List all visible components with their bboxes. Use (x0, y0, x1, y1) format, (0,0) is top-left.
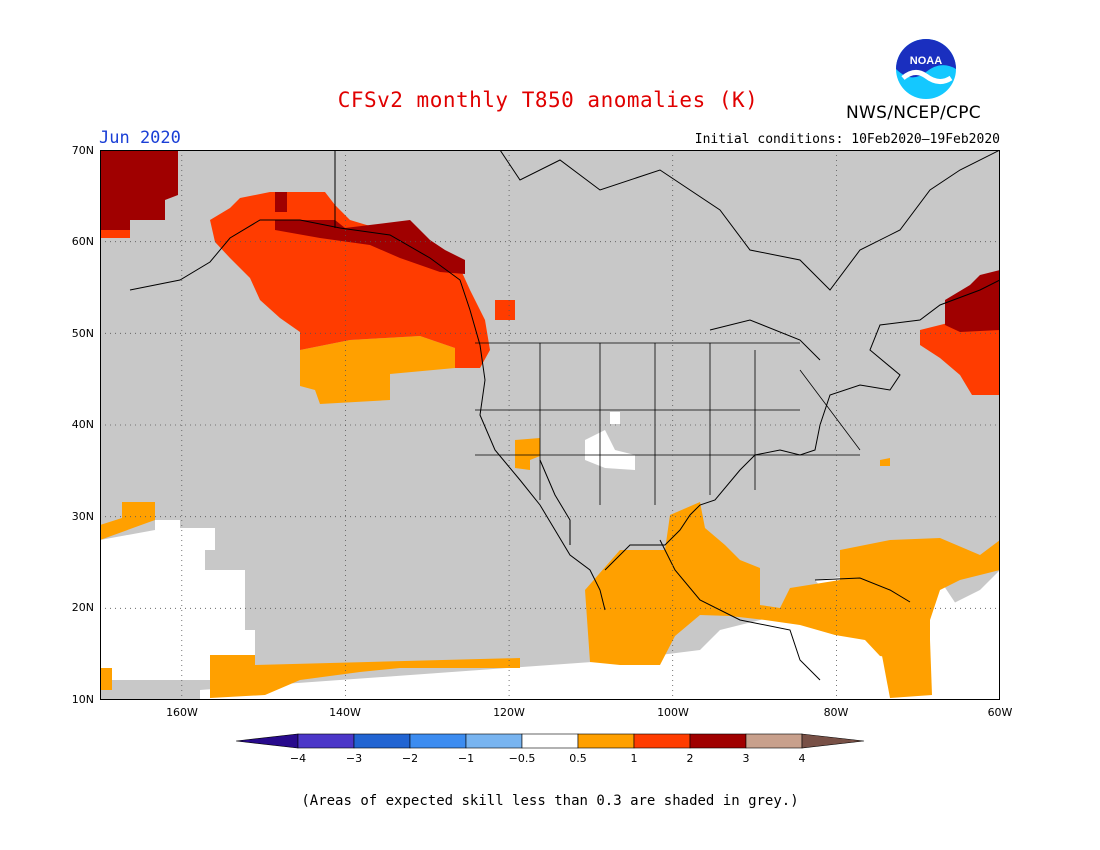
anomaly-map (100, 150, 1000, 700)
colorbar-bin (409, 733, 467, 749)
colorbar-label: 2 (686, 752, 694, 765)
colorbar-arrow-low (236, 733, 299, 749)
lat-label-20n: 20N (71, 601, 94, 614)
colorbar-label: −0.5 (508, 752, 536, 765)
lon-label-100w: 100W (657, 706, 689, 719)
colorbar-bin (689, 733, 747, 749)
agency-label: NWS/NCEP/CPC (846, 103, 981, 123)
lon-label-80w: 80W (823, 706, 849, 719)
lon-label-140w: 140W (329, 706, 361, 719)
colorbar-label: 1 (630, 752, 638, 765)
colorbar-bin (521, 733, 579, 749)
colorbar-label: −1 (457, 752, 475, 765)
lon-label-120w: 120W (493, 706, 525, 719)
colorbar-bin (745, 733, 803, 749)
lat-label-70n: 70N (71, 144, 94, 157)
chart-title: CFSv2 monthly T850 anomalies (K) (337, 88, 759, 112)
colorbar-bin (297, 733, 355, 749)
state-borders (475, 342, 861, 505)
lat-label-60n: 60N (71, 235, 94, 248)
anomaly-0.5-1 (100, 336, 1000, 698)
colorbar-label: −2 (401, 752, 419, 765)
colorbar-arrow-high (801, 733, 865, 749)
lon-label-60w: 60W (987, 706, 1013, 719)
colorbar-label: −4 (289, 752, 307, 765)
lat-lon-grid (100, 150, 1000, 700)
initial-conditions: Initial conditions: 10Feb2020–19Feb2020 (694, 132, 1000, 147)
map-frame (100, 150, 1000, 700)
coastlines (129, 150, 1000, 681)
colorbar-bin (353, 733, 411, 749)
colorbar-label: 3 (742, 752, 750, 765)
forecast-month: Jun 2020 (99, 128, 181, 148)
lat-label-50n: 50N (71, 327, 94, 340)
lat-label-30n: 30N (71, 510, 94, 523)
svg-text:NOAA: NOAA (910, 55, 942, 67)
colorbar-bin (633, 733, 691, 749)
lat-label-40n: 40N (71, 418, 94, 431)
lon-label-160w: 160W (166, 706, 198, 719)
lat-label-10n: 10N (71, 693, 94, 706)
colorbar-label: −3 (345, 752, 363, 765)
colorbar-bin (577, 733, 635, 749)
anomaly-2-3 (100, 150, 1000, 332)
colorbar (236, 733, 865, 749)
noaa-logo: NOAA (896, 39, 956, 99)
colorbar-label: 4 (798, 752, 806, 765)
colorbar-label: 0.5 (569, 752, 587, 765)
footnote: (Areas of expected skill less than 0.3 a… (301, 793, 799, 809)
colorbar-bin (465, 733, 523, 749)
